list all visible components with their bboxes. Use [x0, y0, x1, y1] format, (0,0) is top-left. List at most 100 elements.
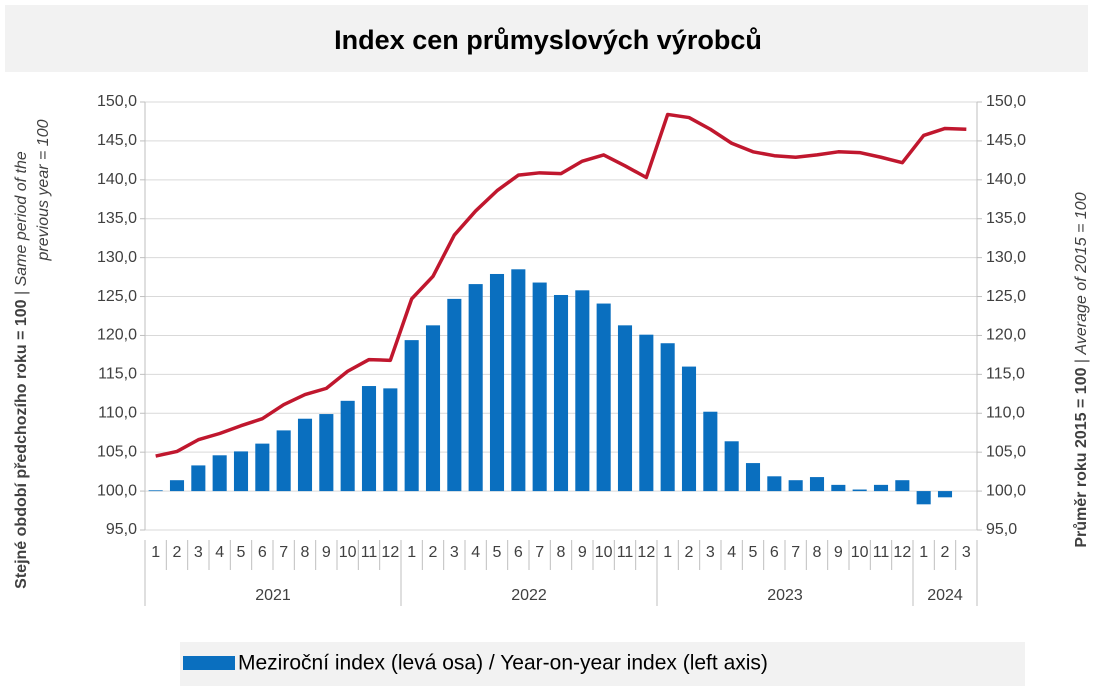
- bar: [191, 465, 206, 492]
- bar: [297, 418, 313, 492]
- bar: [361, 386, 377, 492]
- y-tick-label: 125,0: [97, 288, 137, 305]
- x-tick-label: 10: [339, 544, 357, 561]
- title-background: [5, 5, 1088, 72]
- x-tick-label: 1: [919, 544, 928, 561]
- y-title-sep: |: [13, 291, 30, 295]
- bar: [233, 451, 249, 492]
- x-tick-label: 7: [791, 544, 800, 561]
- bar: [340, 400, 355, 492]
- x-tick-label: 1: [151, 544, 160, 561]
- y-axis-title-line2: previous year = 100: [35, 119, 52, 261]
- x-tick-label: 8: [301, 544, 310, 561]
- x-tick-label: 4: [471, 544, 480, 561]
- bar: [511, 269, 526, 492]
- x-tick-label: 9: [578, 544, 587, 561]
- x-tick-label: 2: [173, 544, 182, 561]
- bar: [532, 282, 547, 492]
- x-tick-label: 5: [493, 544, 502, 561]
- x-tick-label: 2: [941, 544, 950, 561]
- bar: [447, 298, 462, 492]
- legend-label: Meziroční index (levá osa) / Year-on-yea…: [238, 652, 768, 675]
- bar: [809, 477, 825, 492]
- y2-tick-label: 135,0: [986, 210, 1026, 227]
- bar: [895, 480, 910, 492]
- bar: [916, 491, 931, 505]
- y2-tick-label: 145,0: [986, 132, 1026, 149]
- bar: [553, 294, 569, 492]
- bar: [489, 273, 505, 492]
- bar: [383, 388, 398, 492]
- y2-tick-label: 140,0: [986, 171, 1026, 188]
- bar: [788, 480, 803, 492]
- y-tick-label: 100,0: [97, 482, 137, 499]
- y-title-bold: Stejné období předchozího roku = 100: [13, 299, 30, 588]
- bar: [660, 343, 675, 492]
- line: [155, 112, 967, 458]
- y2-tick-label: 130,0: [986, 249, 1026, 266]
- x-group-label: 2024: [927, 587, 963, 604]
- x-tick-label: 2: [685, 544, 694, 561]
- y-tick-label: 140,0: [97, 171, 137, 188]
- y2-title-italic: Average of 2015 = 100: [1073, 192, 1090, 355]
- x-tick-label: 10: [851, 544, 869, 561]
- y2-tick-label: 120,0: [986, 327, 1026, 344]
- y-axis-title: Stejné období předchozího roku = 100 | S…: [13, 151, 30, 589]
- bar: [873, 484, 889, 492]
- bar: [468, 284, 483, 492]
- x-tick-label: 7: [535, 544, 544, 561]
- x-tick-label: 12: [381, 544, 399, 561]
- bar: [319, 414, 334, 492]
- y2-tick-label: 115,0: [986, 366, 1025, 383]
- x-group-label: 2023: [767, 587, 803, 604]
- bar: [745, 463, 761, 492]
- y2-tick-label: 95,0: [986, 521, 1017, 538]
- chart-title: Index cen průmyslových výrobců: [334, 25, 762, 55]
- x-tick-label: 6: [770, 544, 779, 561]
- x-tick-label: 9: [834, 544, 843, 561]
- x-tick-label: 11: [617, 544, 634, 561]
- y2-tick-label: 110,0: [986, 404, 1025, 421]
- x-tick-label: 5: [749, 544, 758, 561]
- bar: [596, 303, 611, 492]
- y-title-italic: Same period of the: [13, 151, 30, 286]
- bar: [937, 491, 953, 498]
- x-tick-label: 3: [706, 544, 715, 561]
- x-group-label: 2022: [511, 587, 547, 604]
- y-tick-label: 95,0: [106, 521, 137, 538]
- y-tick-label: 110,0: [98, 404, 137, 421]
- bar: [425, 325, 441, 492]
- y2-tick-label: 105,0: [986, 443, 1026, 460]
- y-tick-label: 115,0: [98, 366, 137, 383]
- x-tick-label: 11: [873, 544, 890, 561]
- bar: [404, 340, 419, 492]
- x-tick-label: 1: [663, 544, 672, 561]
- x-tick-label: 9: [322, 544, 331, 561]
- x-tick-label: 7: [279, 544, 288, 561]
- y-tick-label: 145,0: [97, 132, 137, 149]
- y2-tick-label: 150,0: [986, 93, 1026, 110]
- bar: [831, 484, 846, 492]
- y-tick-label: 130,0: [97, 249, 137, 266]
- x-tick-label: 12: [893, 544, 911, 561]
- x-tick-label: 2: [429, 544, 438, 561]
- y2-title-bold: Průměr roku 2015 = 100: [1073, 367, 1090, 547]
- x-tick-label: 8: [813, 544, 822, 561]
- y-tick-label: 105,0: [97, 443, 137, 460]
- bar: [767, 476, 782, 492]
- bar: [681, 366, 697, 492]
- bar: [575, 290, 590, 492]
- y2-axis-title: Průměr roku 2015 = 100 | Average of 2015…: [1073, 192, 1090, 547]
- x-tick-label: 4: [727, 544, 736, 561]
- x-tick-label: 3: [962, 544, 971, 561]
- legend-background: [180, 642, 1025, 686]
- x-tick-label: 10: [595, 544, 613, 561]
- y-tick-label: 150,0: [97, 93, 137, 110]
- x-tick-label: 3: [450, 544, 459, 561]
- bar: [852, 489, 867, 492]
- bar: [639, 334, 654, 492]
- y-tick-label: 120,0: [97, 327, 137, 344]
- bar: [169, 480, 185, 492]
- x-tick-label: 1: [407, 544, 416, 561]
